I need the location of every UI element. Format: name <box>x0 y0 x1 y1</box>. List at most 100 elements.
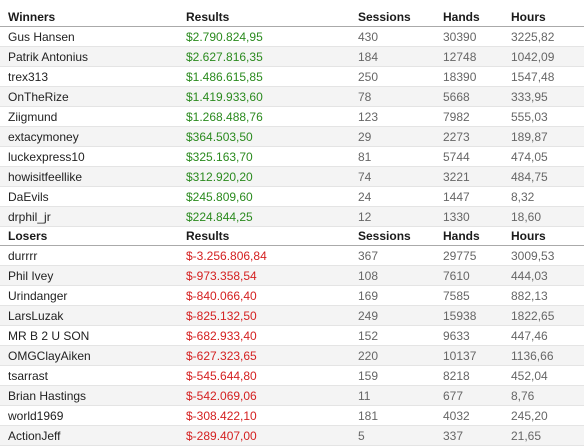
hours-column-header[interactable]: Hours <box>511 8 584 27</box>
results-cell: $1.486.615,85 <box>186 66 358 87</box>
table-row[interactable]: howisitfeellike $312.920,20 74 3221 484,75 <box>0 166 584 187</box>
table-row[interactable]: Phil Ivey $-973.358,54 108 7610 444,03 <box>0 265 584 286</box>
table-row[interactable]: luckexpress10 $325.163,70 81 5744 474,05 <box>0 146 584 167</box>
losers-table-body: durrrr $-3.256.806,84 367 29775 3009,53 Phil … <box>0 245 584 446</box>
sessions-column-header[interactable]: Sessions <box>358 8 443 27</box>
table-row[interactable]: extacymoney $364.503,50 29 2273 189,87 <box>0 126 584 147</box>
hands-cell: 12748 <box>443 46 511 67</box>
winners-header-row: Winners Results Sessions Hands Hours <box>0 8 584 27</box>
results-column-header[interactable]: Results <box>186 8 358 27</box>
player-name-cell[interactable]: durrrr <box>0 245 186 266</box>
table-row[interactable]: OMGClayAiken $-627.323,65 220 10137 1136,66 <box>0 345 584 366</box>
player-name-cell[interactable]: extacymoney <box>0 126 186 147</box>
hours-cell: 18,60 <box>511 206 584 227</box>
hands-cell: 4032 <box>443 405 511 426</box>
losers-heading[interactable]: Losers <box>0 227 186 246</box>
player-name-cell[interactable]: Phil Ivey <box>0 265 186 286</box>
results-cell: $2.790.824,95 <box>186 26 358 47</box>
results-cell: $-973.358,54 <box>186 265 358 286</box>
hands-cell: 15938 <box>443 305 511 326</box>
hands-cell: 7585 <box>443 285 511 306</box>
sessions-cell: 430 <box>358 26 443 47</box>
hours-column-header[interactable]: Hours <box>511 227 584 246</box>
table-row[interactable]: durrrr $-3.256.806,84 367 29775 3009,53 <box>0 245 584 266</box>
hands-cell: 10137 <box>443 345 511 366</box>
sessions-cell: 123 <box>358 106 443 127</box>
player-name-cell[interactable]: Brian Hastings <box>0 385 186 406</box>
hands-column-header[interactable]: Hands <box>443 8 511 27</box>
player-name-cell[interactable]: LarsLuzak <box>0 305 186 326</box>
player-name-cell[interactable]: drphil_jr <box>0 206 186 227</box>
table-row[interactable]: DaEvils $245.809,60 24 1447 8,32 <box>0 186 584 207</box>
hours-cell: 21,65 <box>511 425 584 446</box>
hands-cell: 677 <box>443 385 511 406</box>
table-row[interactable]: MR B 2 U SON $-682.933,40 152 9633 447,46 <box>0 325 584 346</box>
hours-cell: 444,03 <box>511 265 584 286</box>
table-row[interactable]: Ziigmund $1.268.488,76 123 7982 555,03 <box>0 106 584 127</box>
player-name-cell[interactable]: tsarrast <box>0 365 186 386</box>
table-row[interactable]: tsarrast $-545.644,80 159 8218 452,04 <box>0 365 584 386</box>
hands-cell: 30390 <box>443 26 511 47</box>
table-row[interactable]: Patrik Antonius $2.627.816,35 184 12748 1042… <box>0 46 584 67</box>
player-name-cell[interactable]: Patrik Antonius <box>0 46 186 67</box>
sessions-cell: 81 <box>358 146 443 167</box>
hands-cell: 29775 <box>443 245 511 266</box>
results-column-header[interactable]: Results <box>186 227 358 246</box>
hours-cell: 452,04 <box>511 365 584 386</box>
results-cell: $224.844,25 <box>186 206 358 227</box>
results-cell: $-308.422,10 <box>186 405 358 426</box>
player-name-cell[interactable]: luckexpress10 <box>0 146 186 167</box>
hands-cell: 8218 <box>443 365 511 386</box>
hands-cell: 7610 <box>443 265 511 286</box>
results-cell: $-289.407,00 <box>186 425 358 446</box>
sessions-cell: 78 <box>358 86 443 107</box>
table-row[interactable]: ActionJeff $-289.407,00 5 337 21,65 <box>0 425 584 446</box>
table-row[interactable]: LarsLuzak $-825.132,50 249 15938 1822,65 <box>0 305 584 326</box>
player-name-cell[interactable]: trex313 <box>0 66 186 87</box>
player-name-cell[interactable]: MR B 2 U SON <box>0 325 186 346</box>
player-name-cell[interactable]: Gus Hansen <box>0 26 186 47</box>
winners-table: Winners Results Sessions Hands Hours Gus… <box>0 8 584 227</box>
hours-cell: 1136,66 <box>511 345 584 366</box>
hours-cell: 3225,82 <box>511 26 584 47</box>
hours-cell: 8,76 <box>511 385 584 406</box>
hours-cell: 3009,53 <box>511 245 584 266</box>
hours-cell: 447,46 <box>511 325 584 346</box>
table-row[interactable]: drphil_jr $224.844,25 12 1330 18,60 <box>0 206 584 227</box>
winners-heading[interactable]: Winners <box>0 8 186 27</box>
player-name-cell[interactable]: Urindanger <box>0 285 186 306</box>
player-name-cell[interactable]: OnTheRize <box>0 86 186 107</box>
table-row[interactable]: world1969 $-308.422,10 181 4032 245,20 <box>0 405 584 426</box>
sessions-cell: 24 <box>358 186 443 207</box>
hours-cell: 474,05 <box>511 146 584 167</box>
player-name-cell[interactable]: world1969 <box>0 405 186 426</box>
hands-column-header[interactable]: Hands <box>443 227 511 246</box>
sessions-cell: 250 <box>358 66 443 87</box>
sessions-column-header[interactable]: Sessions <box>358 227 443 246</box>
sessions-cell: 220 <box>358 345 443 366</box>
hands-cell: 3221 <box>443 166 511 187</box>
hours-cell: 555,03 <box>511 106 584 127</box>
results-cell: $312.920,20 <box>186 166 358 187</box>
winners-table-body: Gus Hansen $2.790.824,95 430 30390 3225,82 Pa… <box>0 26 584 227</box>
results-cell: $-627.323,65 <box>186 345 358 366</box>
sessions-cell: 367 <box>358 245 443 266</box>
player-name-cell[interactable]: DaEvils <box>0 186 186 207</box>
player-name-cell[interactable]: OMGClayAiken <box>0 345 186 366</box>
table-row[interactable]: Brian Hastings $-542.069,06 11 677 8,76 <box>0 385 584 406</box>
results-cell: $325.163,70 <box>186 146 358 167</box>
results-cell: $2.627.816,35 <box>186 46 358 67</box>
table-row[interactable]: OnTheRize $1.419.933,60 78 5668 333,95 <box>0 86 584 107</box>
player-name-cell[interactable]: howisitfeellike <box>0 166 186 187</box>
hands-cell: 337 <box>443 425 511 446</box>
sessions-cell: 11 <box>358 385 443 406</box>
table-row[interactable]: Urindanger $-840.066,40 169 7585 882,13 <box>0 285 584 306</box>
player-name-cell[interactable]: Ziigmund <box>0 106 186 127</box>
hands-cell: 7982 <box>443 106 511 127</box>
hours-cell: 1822,65 <box>511 305 584 326</box>
hands-cell: 5744 <box>443 146 511 167</box>
table-row[interactable]: trex313 $1.486.615,85 250 18390 1547,48 <box>0 66 584 87</box>
results-cell: $-3.256.806,84 <box>186 245 358 266</box>
table-row[interactable]: Gus Hansen $2.790.824,95 430 30390 3225,82 <box>0 26 584 47</box>
player-name-cell[interactable]: ActionJeff <box>0 425 186 446</box>
